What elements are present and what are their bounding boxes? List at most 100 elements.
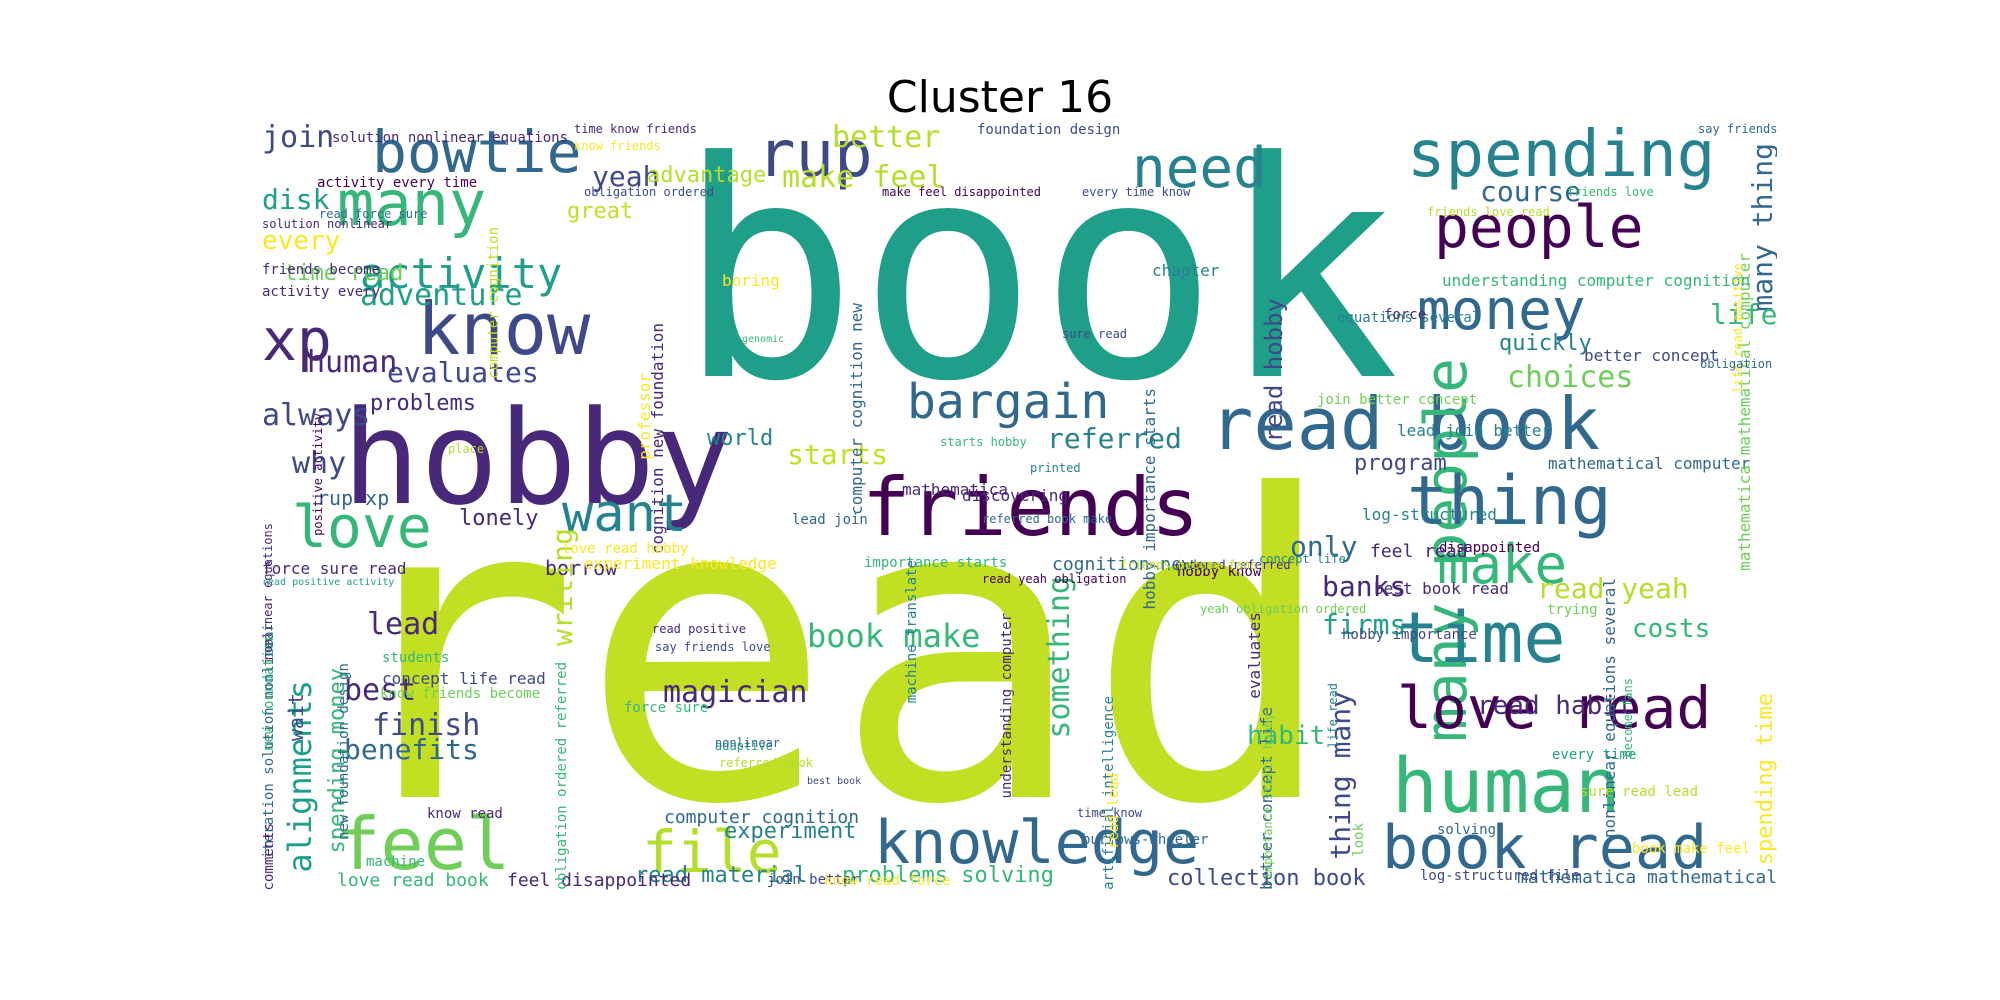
word-best-book-read: best book read (1374, 579, 1509, 598)
word-read-yeah: read yeah (1537, 572, 1689, 605)
word-world: world (707, 426, 774, 451)
word-read-book: read book (1210, 382, 1601, 466)
word-make: make (1437, 533, 1568, 596)
word-read-lead: read lead (1106, 773, 1122, 849)
word-mathematical-computer: mathematical computer (1548, 454, 1751, 473)
word-lonely: lonely (459, 506, 539, 531)
word-chapter: chapter (1152, 261, 1220, 280)
word-cloud: read book hobby friends read book human feel fi… (262, 123, 1777, 890)
word-ordered-referred: ordered referred (1175, 558, 1291, 572)
word-problems: problems (370, 391, 476, 416)
word-love: love (292, 493, 432, 561)
word-activity-every-time: activity every time (317, 175, 478, 191)
word-love-read: love read (1397, 674, 1712, 742)
word-money: money (1417, 278, 1586, 343)
word-great: great (567, 199, 634, 224)
word-importance-starts-hobby: importance starts hobby (1261, 713, 1275, 880)
word-friends-love: friends love (1567, 185, 1654, 199)
word-know-read-force: know read force (824, 873, 951, 889)
word-obligation-ordered: obligation ordered (584, 185, 715, 199)
word-yeah-obligation-ordered: yeah obligation ordered (1200, 602, 1367, 616)
word-lead-join: lead join (792, 512, 868, 528)
word-importance-starts: importance starts (864, 555, 1008, 571)
word-sure-read-lead: sure read lead (1580, 784, 1699, 800)
word-feel-disappointed: feel disappointed (507, 870, 692, 890)
word-knowledge: knowledge (874, 808, 1200, 878)
word-read-material: read material (635, 863, 808, 888)
word-solution-nonlinear: solution nonlinear (262, 217, 393, 231)
word-time: time (1397, 597, 1566, 679)
word-hobby-importance-starts: hobby importance starts (1140, 388, 1159, 610)
word-rup: rup (757, 123, 873, 192)
word-collection-book: collection book (1167, 866, 1366, 890)
word-experiment: experiment (724, 819, 857, 844)
word-concept-life: concept life (1259, 552, 1346, 566)
word-borrow: borrow (545, 556, 618, 580)
word-starts-hobby: starts hobby (940, 435, 1027, 449)
word-read-yeah-obligation: read yeah obligation (982, 572, 1127, 586)
word-solution-nonlinear-equations: solution nonlinear equations (332, 130, 569, 146)
word-students: students (382, 650, 450, 666)
word-read-hobby: read hobby (1260, 298, 1288, 443)
word-need: need (1132, 136, 1267, 201)
word-make-feel-disappointed: make feel disappointed (882, 185, 1041, 199)
word-say-friends: say friends (1698, 123, 1777, 136)
word-life-read: life read (1326, 683, 1340, 749)
word-force: force (1384, 307, 1427, 323)
word-cognition-new: cognition new (1052, 554, 1193, 575)
word-discovering: discovering (962, 486, 1068, 505)
word-hobby-importance: hobby importance (1342, 627, 1477, 643)
word-problems-solving: problems solving (842, 863, 1054, 888)
word-boring: boring (722, 271, 780, 290)
word-feel: feel (337, 802, 511, 886)
word-book: book (677, 123, 1400, 447)
word-habit: habit (1247, 721, 1326, 751)
word-cognition-new-foundation: cognition new foundation (648, 323, 667, 555)
word-spending: spending (1407, 123, 1716, 192)
word-time-know-friends: time know friends (574, 123, 697, 136)
word-read: read (327, 408, 1339, 890)
word-time-know: time know (1077, 806, 1143, 820)
word-activity: activity (360, 249, 563, 298)
word-computer-cognition: computer cognition (486, 227, 502, 379)
word-friends: friends (862, 461, 1200, 554)
word-xp: xp (262, 306, 332, 374)
word-comments: comments (262, 823, 277, 890)
word-every: every (262, 226, 341, 256)
word-rup-xp: rup xp (317, 486, 390, 510)
word-activity-every: activity every (262, 284, 381, 300)
word-love-read-hobby: love read hobby (562, 541, 689, 557)
word-positive-activity: positive activity (311, 413, 325, 536)
word-force-sure-read: force sure read (262, 559, 407, 578)
word-something: something (1042, 576, 1077, 739)
word-read-positive-activity: read positive activity (262, 577, 395, 588)
word-trying: trying (1547, 602, 1598, 618)
word-know-friends-become: know friends become (380, 686, 541, 702)
word-why: why (292, 446, 347, 481)
word-always: always (262, 398, 371, 433)
word-solving: solving (1437, 822, 1497, 838)
word-life: life (1710, 298, 1777, 331)
word-burrows-wheeler: burrows-wheeler (1082, 832, 1209, 848)
word-human: human (1392, 741, 1621, 830)
word-mathematica: mathematica (902, 480, 1008, 499)
word-computer-cognition: computer cognition (664, 807, 860, 828)
word-want: want (562, 484, 688, 544)
word-look: look (1351, 823, 1367, 857)
word-best: best (344, 673, 417, 708)
word-book-make-feel: book make feel (1632, 841, 1751, 857)
word-obligation-ordered-referred: obligation ordered referred (554, 662, 570, 890)
word-join-better-concept: join better concept (1317, 392, 1478, 408)
word-firms: firms (1322, 608, 1407, 641)
word-file: file (642, 818, 782, 886)
word-referred-book-make: referred book make (982, 512, 1113, 526)
word-obligation: obligation (1700, 357, 1773, 371)
word-time-read: time read (284, 261, 404, 286)
word-costs: costs (1632, 614, 1711, 644)
word-only: only (1290, 530, 1358, 563)
word-spending-time: spending time (1753, 693, 1777, 866)
word-read-habit: read habit (1477, 691, 1634, 721)
word-sure-read: sure read (1062, 327, 1128, 341)
word-evaluates: evaluates (387, 356, 539, 389)
word-know-read: know read (427, 806, 503, 822)
